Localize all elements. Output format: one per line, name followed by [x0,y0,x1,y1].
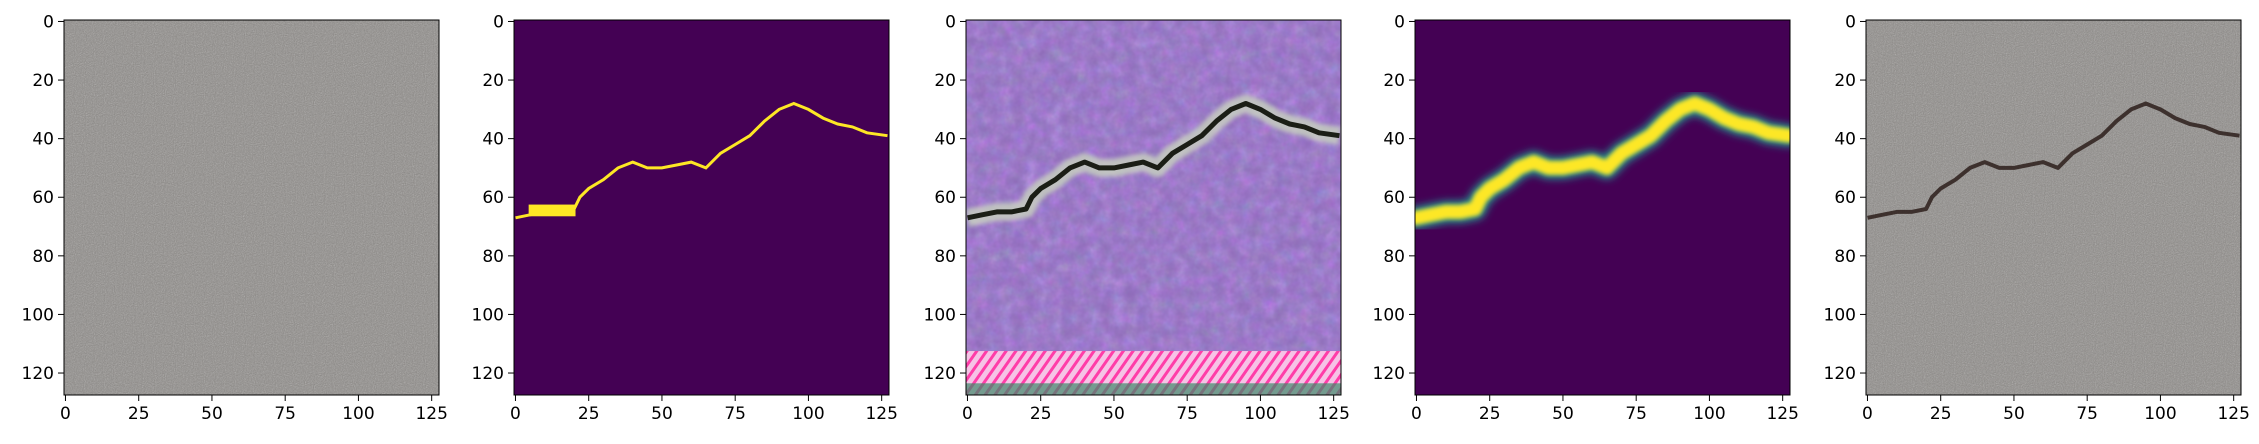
x-tick-label: 50 [2003,404,2025,424]
y-tick-label: 40 [1834,130,1856,150]
crack-mask-line [515,101,888,220]
x-tick-label: 125 [2217,404,2249,424]
y-tick-label: 0 [43,12,54,32]
panel-image [1415,20,1790,395]
x-tick-label: 75 [2076,404,2098,424]
y-tick-label: 100 [22,305,54,325]
axes-frame [513,19,890,396]
y-tick-label: 80 [32,247,54,267]
panel-image [64,20,439,395]
y-tick-label: 120 [1824,364,1856,384]
x-tick-label: 25 [1479,404,1501,424]
x-tick-label: 25 [1030,404,1052,424]
asphalt-grain [1866,20,2241,395]
y-tick-label: 20 [1834,71,1856,91]
y-tick-label: 20 [32,71,54,91]
x-tick-label: 100 [1244,404,1276,424]
crack-line [966,101,1340,221]
y-tick-label: 60 [1383,188,1405,208]
crack-line [1867,101,2240,220]
y-tick-label: 60 [934,188,956,208]
y-tick-label: 40 [934,130,956,150]
y-tick-label: 80 [482,247,504,267]
panel-image [1866,20,2241,395]
x-tick-label: 75 [1625,404,1647,424]
y-tick-label: 80 [934,247,956,267]
y-tick-label: 60 [482,188,504,208]
x-tick-label: 0 [962,404,973,424]
x-tick-label: 125 [1766,404,1798,424]
panel-image [514,20,889,395]
y-tick-label: 40 [482,130,504,150]
x-tick-label: 100 [342,404,374,424]
x-tick-label: 100 [792,404,824,424]
crack-mask-blob [528,204,576,217]
panel-2: 0 25 50 75 100 125 0 20 40 60 80 100 120 [472,12,898,424]
x-tick-label: 100 [2144,404,2176,424]
x-tick-label: 50 [201,404,223,424]
panel-1: 0 25 50 75 100 125 0 20 40 60 80 100 120 [22,12,448,424]
x-tick-label: 100 [1693,404,1725,424]
y-tick-label: 120 [1373,364,1405,384]
y-tick-label: 0 [1394,12,1405,32]
axes-frame [965,19,1342,396]
y-tick-label: 20 [482,71,504,91]
x-tick-label: 0 [60,404,71,424]
x-tick-label: 125 [865,404,897,424]
y-tick-label: 120 [22,364,54,384]
y-tick-label: 0 [493,12,504,32]
x-tick-label: 75 [724,404,746,424]
y-tick-label: 60 [1834,188,1856,208]
x-tick-label: 0 [510,404,521,424]
y-tick-label: 0 [1845,12,1856,32]
y-tick-label: 120 [472,364,504,384]
y-tick-label: 20 [1383,71,1405,91]
y-tick-label: 80 [1834,247,1856,267]
y-tick-label: 20 [934,71,956,91]
x-tick-label: 125 [415,404,447,424]
x-tick-label: 0 [1862,404,1873,424]
y-tick-label: 80 [1383,247,1405,267]
x-tick-label: 0 [1411,404,1422,424]
x-tick-label: 25 [1930,404,1952,424]
y-tick-label: 100 [1373,305,1405,325]
y-tick-label: 40 [1383,130,1405,150]
y-tick-label: 120 [924,364,956,384]
x-tick-label: 75 [1176,404,1198,424]
y-tick-label: 0 [945,12,956,32]
axes-frame [63,19,440,396]
panel-3: 0 25 50 75 100 125 0 20 40 60 80 100 120 [924,12,1350,424]
axes-frame [1414,19,1791,396]
x-tick-label: 50 [1103,404,1125,424]
panel-image [966,20,1341,395]
panel-4: 0 25 50 75 100 125 0 20 40 60 80 100 120 [1373,12,1799,424]
y-tick-label: 40 [32,130,54,150]
x-tick-label: 50 [1552,404,1574,424]
crack-mask-core [1415,96,1790,225]
asphalt-grain [64,20,439,395]
x-tick-label: 125 [1317,404,1349,424]
x-tick-label: 25 [128,404,150,424]
x-tick-label: 75 [274,404,296,424]
artifact-bottom-row [966,383,1341,395]
y-tick-label: 100 [472,305,504,325]
y-tick-label: 100 [1824,305,1856,325]
panel-5: 0 25 50 75 100 125 0 20 40 60 80 100 120 [1824,12,2250,424]
y-tick-label: 60 [32,188,54,208]
x-tick-label: 50 [651,404,673,424]
x-tick-label: 25 [578,404,600,424]
y-tick-label: 100 [924,305,956,325]
axes-frame [1865,19,2242,396]
